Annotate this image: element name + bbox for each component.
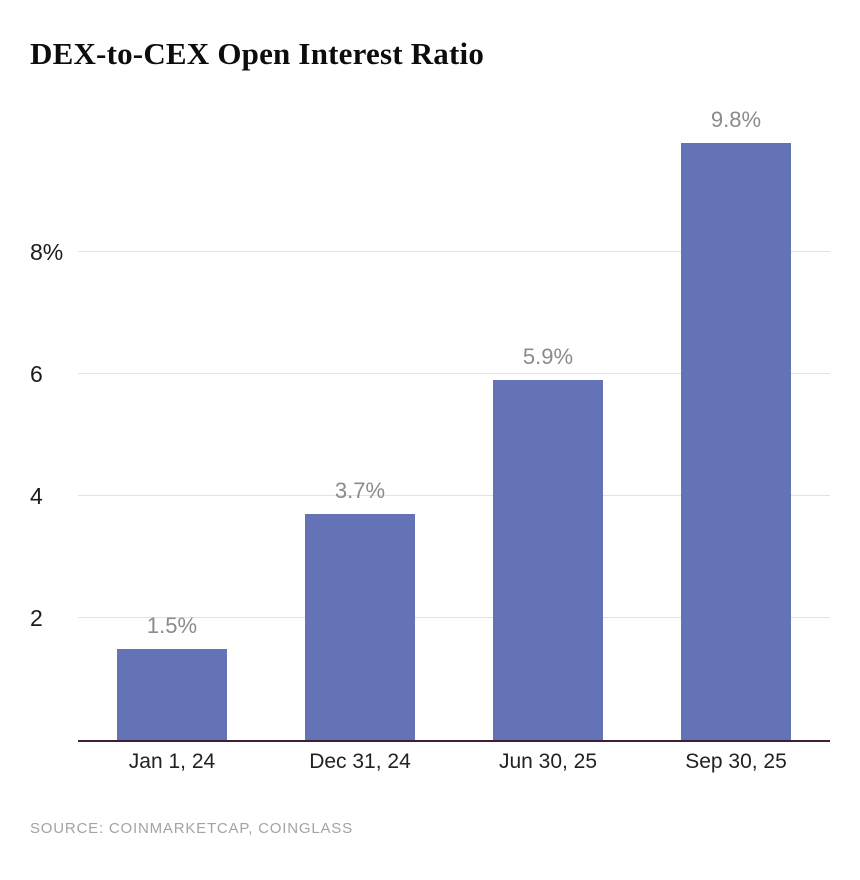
bar-value-label: 1.5%: [146, 612, 198, 638]
bar-value-label: 9.8%: [710, 106, 762, 132]
gridline: [78, 373, 830, 375]
bar: [117, 648, 227, 740]
bar-series: 1.5% 3.7% 5.9% 9.8%: [78, 100, 830, 740]
gridline: [78, 617, 830, 619]
x-tick-label: Jan 1, 24: [128, 750, 216, 773]
x-tick-label: Jun 30, 25: [498, 750, 598, 773]
x-tick-label: Dec 31, 24: [309, 750, 411, 773]
plot-area: 1.5% 3.7% 5.9% 9.8%: [78, 100, 830, 742]
y-tick-label: 2: [30, 605, 43, 632]
gridline: [78, 251, 830, 253]
bar-column: 9.8%: [642, 100, 830, 740]
x-axis-labels: Jan 1, 24 Dec 31, 24 Jun 30, 25 Sep 30, 25: [78, 750, 830, 774]
y-tick-label: 4: [30, 483, 43, 510]
y-axis-ticks: 2 4 6 8%: [30, 100, 76, 740]
gridline: [78, 495, 830, 497]
y-tick-label: 6: [30, 361, 43, 388]
bar-column: 3.7%: [266, 100, 454, 740]
bar-value-label: 3.7%: [334, 478, 386, 504]
source-text: SOURCE: COINMARKETCAP, COINGLASS: [30, 820, 353, 837]
bar: [681, 142, 791, 740]
bar: [305, 514, 415, 740]
bar: [493, 380, 603, 740]
bar-column: 5.9%: [454, 100, 642, 740]
chart-title: DEX-to-CEX Open Interest Ratio: [30, 36, 485, 71]
x-tick-label: Sep 30, 25: [685, 750, 787, 773]
bar-value-label: 5.9%: [522, 344, 574, 370]
bar-column: 1.5%: [78, 100, 266, 740]
gridlines: [78, 100, 830, 740]
y-tick-label: 8%: [30, 239, 64, 266]
